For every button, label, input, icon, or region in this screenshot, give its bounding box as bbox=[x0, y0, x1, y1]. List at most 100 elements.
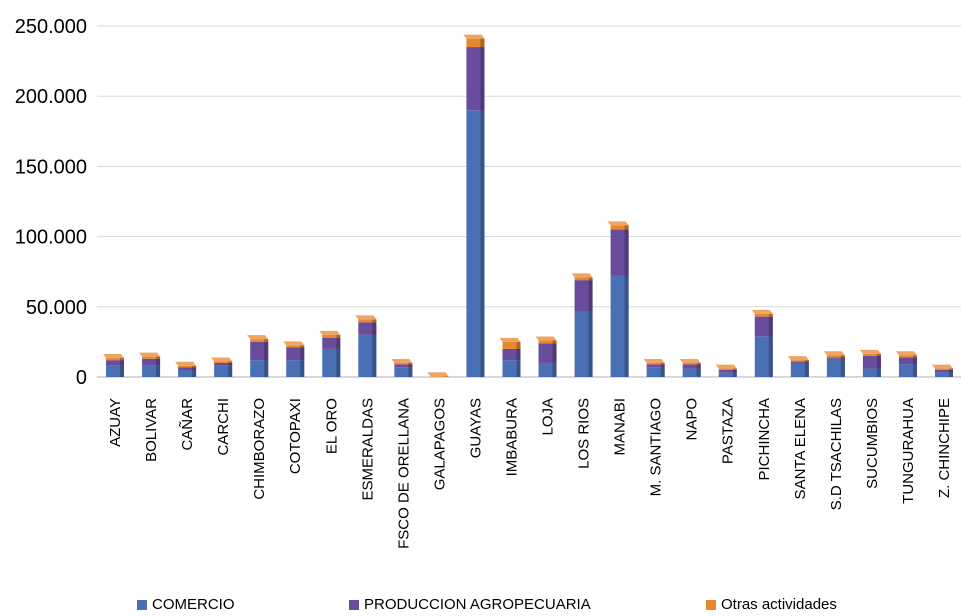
bar-segment-shade bbox=[768, 316, 773, 337]
bar-segment-shade bbox=[408, 367, 413, 377]
x-tick-label: GUAYAS bbox=[467, 398, 484, 458]
bar-top-cap bbox=[679, 358, 701, 363]
bar-segment-shade bbox=[552, 340, 557, 344]
bar-segment-comercio bbox=[466, 110, 485, 378]
bar-segment-produccion-agropecuaria bbox=[934, 369, 953, 373]
bar-segment-otras-actividades bbox=[862, 353, 881, 356]
x-tick-label: CARCHI bbox=[215, 398, 232, 456]
bar-segment-otras-actividades bbox=[790, 360, 809, 362]
x-tick-label: ESMERALDAS bbox=[359, 398, 376, 501]
x-tick-label: COTOPAXI bbox=[287, 398, 304, 474]
bar-top-cap bbox=[823, 351, 845, 356]
bar-top-cap bbox=[391, 358, 413, 363]
bar-segment-shade bbox=[120, 358, 125, 361]
bar-top-cap bbox=[283, 341, 305, 346]
bar-segment-shade bbox=[156, 358, 161, 366]
bar-segment-shade bbox=[300, 347, 305, 361]
bar-top-cap bbox=[715, 364, 737, 369]
x-tick-label: NAPO bbox=[684, 398, 701, 441]
x-tick-label: Z. CHINCHIPE bbox=[936, 398, 953, 498]
bar-segment-comercio bbox=[322, 348, 341, 377]
bar-top-cap bbox=[427, 372, 449, 377]
bar-segment-shade bbox=[552, 362, 557, 377]
bar-segment-shade bbox=[192, 365, 197, 368]
x-tick-label: LOS RIOS bbox=[576, 398, 593, 469]
bar-segment-comercio bbox=[214, 365, 233, 377]
bar-top-cap bbox=[103, 354, 125, 359]
bar-segment-comercio bbox=[286, 360, 305, 377]
bar-top-cap bbox=[139, 352, 161, 357]
bar-segment-shade bbox=[336, 348, 341, 377]
bar-segment-comercio bbox=[250, 360, 269, 377]
chart-legend: COMERCIO PRODUCCION AGROPECUARIA Otras a… bbox=[0, 596, 961, 616]
bar-segment-otras-actividades bbox=[538, 340, 557, 344]
x-tick-label: AZUAY bbox=[107, 398, 124, 447]
bar-segment-otras-actividades bbox=[610, 225, 629, 230]
bar-segment-produccion-agropecuaria bbox=[250, 341, 269, 361]
legend-swatch-produccion-agropecuaria bbox=[349, 599, 359, 610]
bar-segment-otras-actividades bbox=[682, 362, 701, 365]
legend-label-produccion-agropecuaria: PRODUCCION AGROPECUARIA bbox=[364, 596, 591, 613]
bar-top-cap bbox=[247, 335, 269, 340]
x-tick-label: PASTAZA bbox=[720, 398, 737, 464]
bar-segment-produccion-agropecuaria bbox=[754, 316, 773, 337]
x-tick-label: SUCUMBIOS bbox=[864, 398, 881, 489]
bar-segment-otras-actividades bbox=[322, 334, 341, 338]
bar-segment-produccion-agropecuaria bbox=[358, 322, 377, 335]
bar-segment-shade bbox=[336, 334, 341, 338]
bar-segment-shade bbox=[948, 369, 953, 373]
bar-segment-otras-actividades bbox=[358, 319, 377, 323]
bar-segment-shade bbox=[804, 361, 809, 363]
bar-segment-shade bbox=[192, 367, 197, 370]
bar-segment-shade bbox=[516, 341, 521, 349]
bar-segment-shade bbox=[408, 364, 413, 368]
bar-top-cap bbox=[319, 330, 341, 335]
bar-segment-shade bbox=[732, 368, 737, 370]
bar-segment-shade bbox=[912, 355, 917, 358]
bar-top-cap bbox=[499, 337, 521, 342]
bar-segment-shade bbox=[876, 368, 881, 377]
bar-segment-comercio bbox=[682, 368, 701, 377]
bar-segment-shade bbox=[372, 334, 377, 377]
bar-segment-shade bbox=[948, 368, 953, 370]
bar-segment-produccion-agropecuaria bbox=[898, 357, 917, 365]
bar-segment-otras-actividades bbox=[646, 362, 665, 365]
bar-segment-produccion-agropecuaria bbox=[394, 364, 413, 368]
bar-segment-shade bbox=[624, 225, 629, 230]
x-tick-label: S.D TSACHILAS bbox=[828, 398, 845, 510]
bar-segment-comercio bbox=[502, 360, 521, 377]
bar-segment-comercio bbox=[826, 358, 845, 377]
bar-segment-shade bbox=[264, 339, 269, 342]
bar-top-cap bbox=[355, 315, 377, 320]
bar-segment-comercio bbox=[574, 311, 593, 377]
bar-segment-otras-actividades bbox=[250, 339, 269, 342]
bar-segment-shade bbox=[156, 356, 161, 359]
bar-top-cap bbox=[535, 336, 557, 341]
x-tick-label: PICHINCHA bbox=[756, 398, 773, 481]
bar-segment-shade bbox=[660, 367, 665, 377]
x-tick-label: TUNGURAHUA bbox=[900, 398, 917, 504]
bar-segment-produccion-agropecuaria bbox=[610, 229, 629, 276]
bar-segment-comercio bbox=[862, 368, 881, 377]
bar-segment-shade bbox=[480, 110, 485, 378]
bar-segment-shade bbox=[912, 357, 917, 365]
bar-top-cap bbox=[643, 358, 665, 363]
bar-segment-shade bbox=[156, 365, 161, 377]
bar-segment-comercio bbox=[934, 372, 953, 377]
bar-segment-otras-actividades bbox=[142, 356, 161, 359]
bar-top-cap bbox=[895, 351, 917, 356]
x-tick-label: CHIMBORAZO bbox=[251, 398, 268, 500]
bar-segment-shade bbox=[660, 364, 665, 368]
bar-segment-otras-actividades bbox=[718, 368, 737, 370]
y-tick-label: 250.000 bbox=[15, 16, 87, 38]
y-tick-label: 0 bbox=[76, 367, 87, 389]
bar-segment-otras-actividades bbox=[466, 38, 485, 48]
x-tick-label: CAÑAR bbox=[179, 398, 196, 451]
bar-segment-otras-actividades bbox=[898, 355, 917, 358]
bar-segment-shade bbox=[912, 364, 917, 377]
bar-segment-shade bbox=[876, 355, 881, 369]
bar-segment-shade bbox=[624, 275, 629, 377]
bar-segment-comercio bbox=[178, 369, 197, 377]
bar-segment-produccion-agropecuaria bbox=[538, 343, 557, 363]
bar-segment-comercio bbox=[538, 362, 557, 377]
